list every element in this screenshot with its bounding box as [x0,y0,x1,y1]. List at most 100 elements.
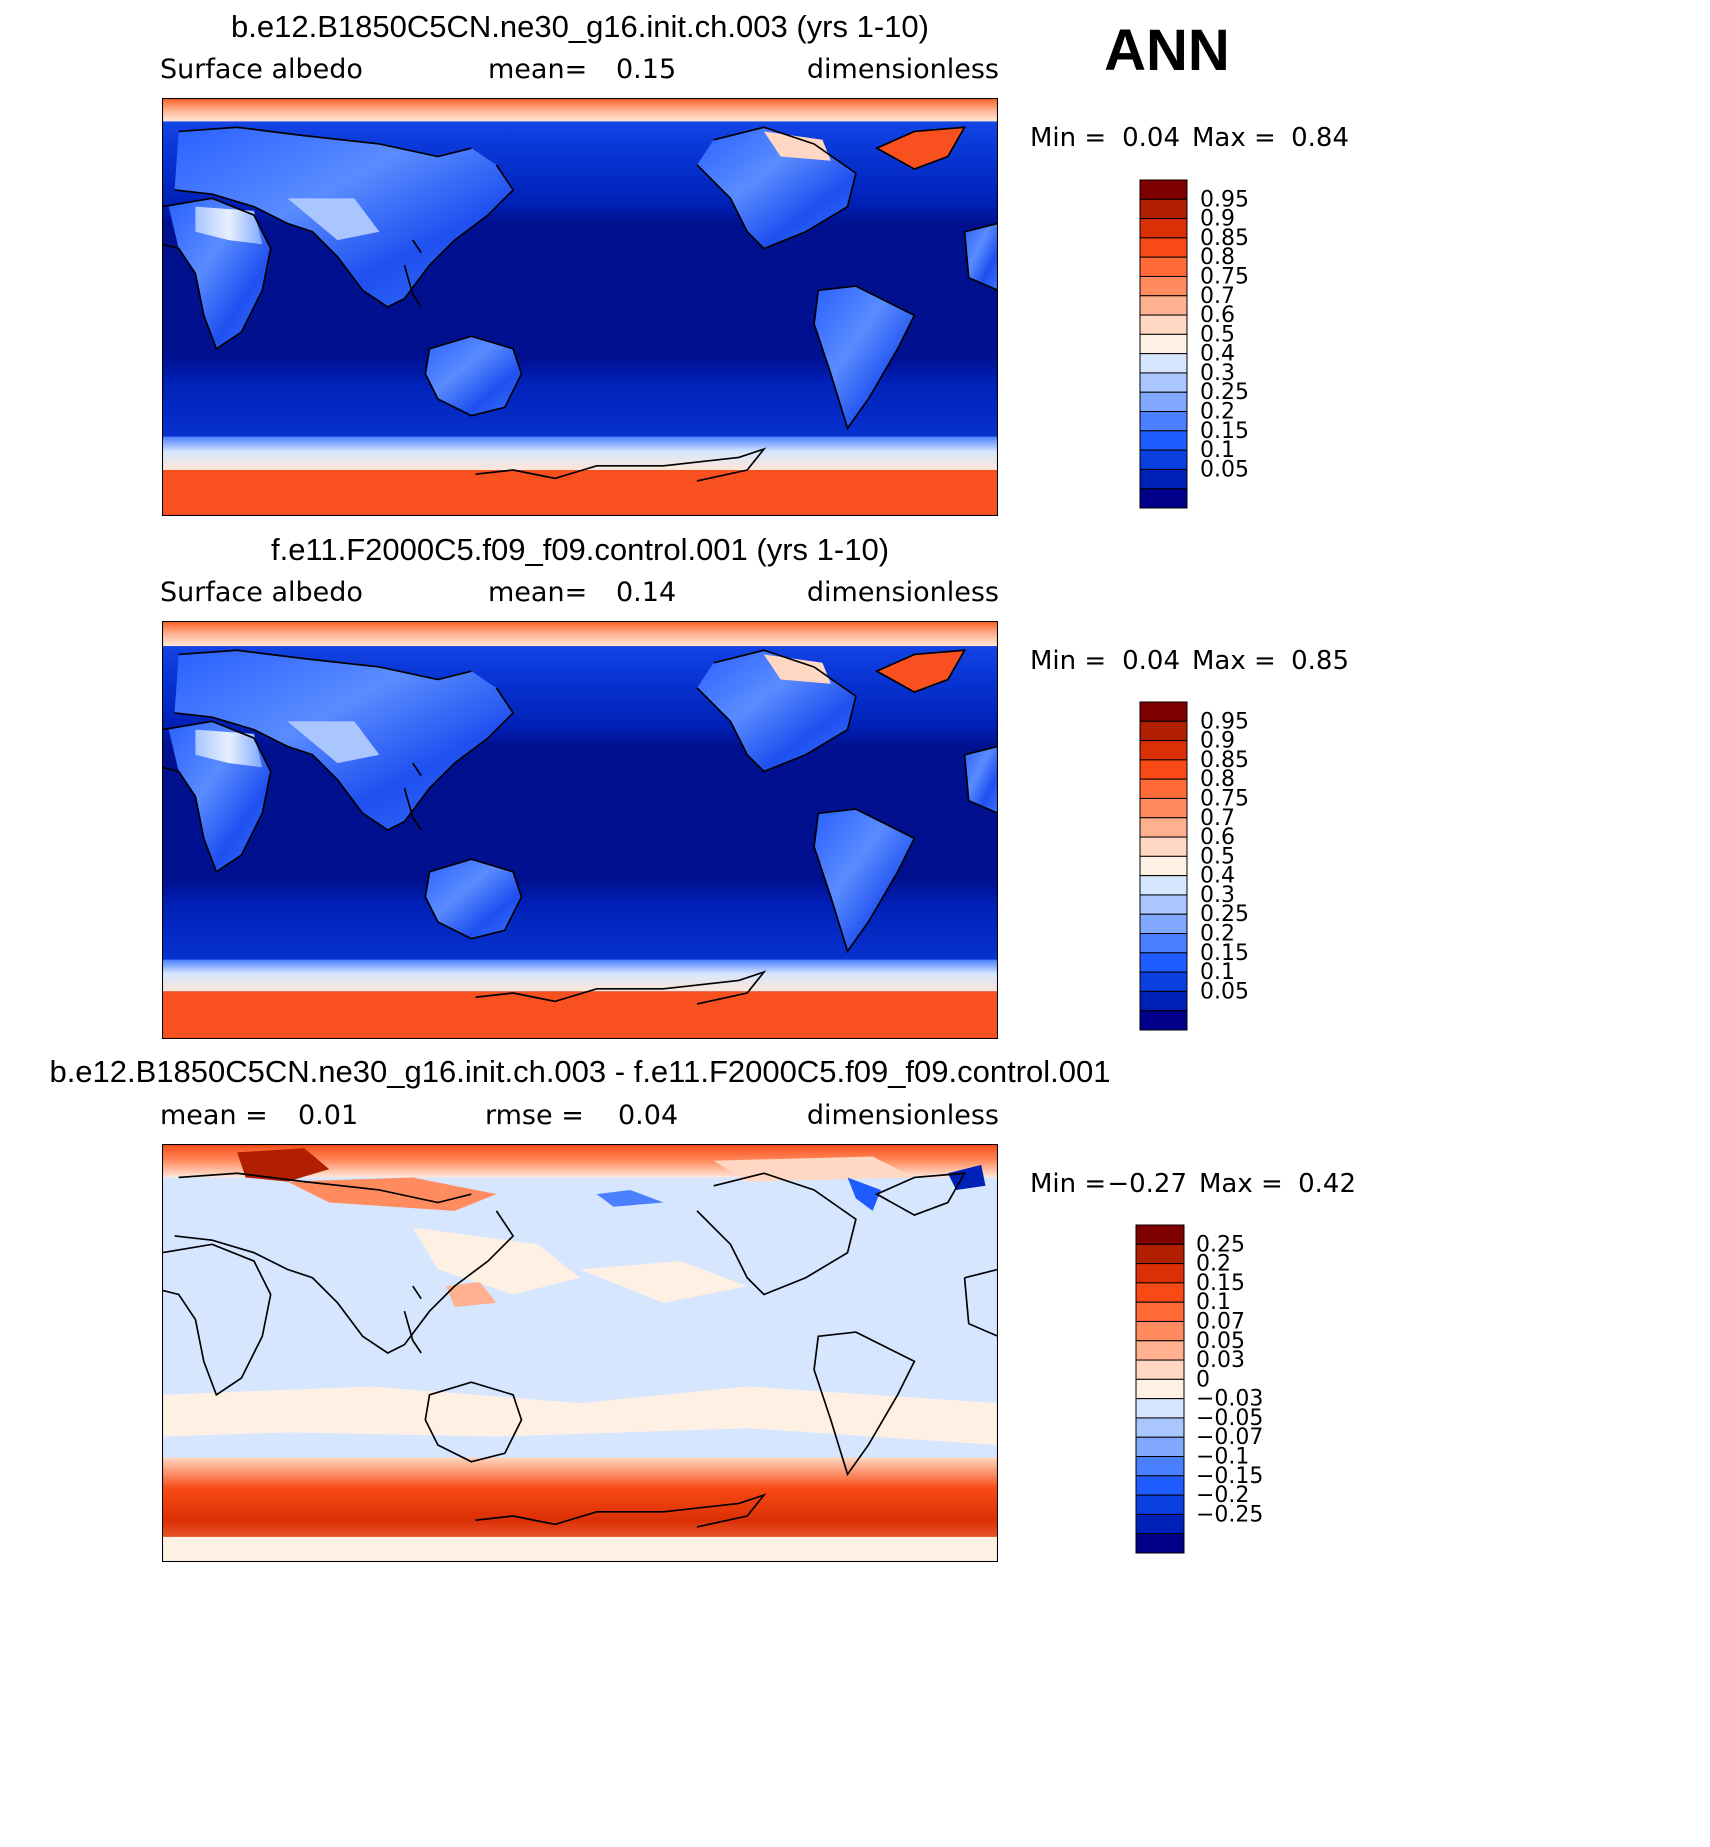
panel3-map [162,1144,998,1562]
colorbar-tick-label: 0.8 [1200,245,1235,270]
colorbar-tick-label: 0.3 [1200,883,1235,908]
colorbar-tick-label: −0.25 [1196,1502,1263,1527]
colorbar-swatch [1139,314,1188,335]
colorbar-tick-label: −0.07 [1196,1425,1263,1450]
panel1-max-label: Max = [1192,123,1276,153]
panel3-min-label: Min = [1030,1169,1106,1199]
colorbar-swatch [1139,740,1188,761]
colorbar-tick-label: 0.9 [1200,207,1235,232]
colorbar-swatch [1139,449,1188,470]
panel3-max-label: Max = [1199,1169,1283,1199]
panel2-title: f.e11.F2000C5.f09_f09.control.001 (yrs 1… [271,532,889,567]
panel3-max-value: 0.42 [1298,1169,1356,1199]
colorbar-swatch [1135,1378,1185,1400]
colorbar-tick-label: −0.15 [1196,1464,1263,1489]
panel-model-b: f.e11.F2000C5.f09_f09.control.001 (yrs 1… [160,532,1349,1039]
panel1-mean-value: 0.15 [616,54,676,85]
season-label: ANN [1104,18,1230,83]
colorbar-tick-label: 0.1 [1200,960,1235,985]
panel2-mean-value: 0.14 [616,577,676,608]
colorbar-swatch [1139,952,1188,973]
colorbar-tick-label: 0 [1196,1367,1210,1392]
colorbar-swatch [1139,237,1188,258]
colorbar-tick-label: 0.3 [1200,361,1235,386]
colorbar-tick-label: 0.6 [1200,303,1235,328]
colorbar-tick-label: 0.15 [1196,1271,1245,1296]
colorbar-swatch [1139,353,1188,374]
colorbar-swatch [1135,1359,1185,1380]
panel1-colorbar: 0.950.90.850.80.750.70.60.50.40.30.250.2… [1139,179,1249,509]
panel3-rmse-label: rmse = [485,1100,584,1131]
colorbar-swatch [1135,1533,1185,1554]
colorbar-swatch [1135,1417,1185,1438]
colorbar-swatch [1139,333,1188,355]
colorbar-swatch [1139,759,1188,780]
panel1-max-value: 0.84 [1291,123,1349,153]
colorbar-swatch [1139,836,1188,857]
panel3-min-value: −0.27 [1107,1169,1187,1199]
colorbar-swatch [1135,1398,1185,1419]
panel1-map [162,98,998,516]
colorbar-swatch [1135,1513,1185,1535]
colorbar-swatch [1135,1475,1185,1496]
colorbar-tick-label: 0.05 [1196,1329,1245,1354]
panel2-min-value: 0.04 [1122,646,1180,676]
colorbar-swatch [1135,1282,1185,1303]
colorbar-tick-label: 0.5 [1200,322,1235,347]
colorbar-tick-label: 0.85 [1200,226,1249,251]
panel3-units: dimensionless [807,1100,999,1131]
colorbar-tick-label: 0.05 [1200,457,1249,482]
colorbar-swatch [1139,913,1188,935]
panel2-map [162,621,998,1039]
colorbar-swatch [1139,875,1188,896]
panel1-units: dimensionless [807,54,999,85]
colorbar-swatch [1139,817,1188,838]
colorbar-tick-label: 0.7 [1200,806,1235,831]
colorbar-swatch [1139,179,1188,200]
colorbar-tick-label: 0.4 [1200,342,1235,367]
panel2-colorbar: 0.950.90.850.80.750.70.60.50.40.30.250.2… [1139,701,1249,1031]
panel2-max-value: 0.85 [1291,646,1349,676]
panel1-title: b.e12.B1850C5CN.ne30_g16.init.ch.003 (yr… [231,9,929,44]
panel2-units: dimensionless [807,577,999,608]
panel2-min-label: Min = [1030,646,1106,676]
colorbar-swatch [1139,295,1188,316]
colorbar-swatch [1135,1436,1185,1458]
panel1-min-value: 0.04 [1122,123,1180,153]
colorbar-tick-label: −0.2 [1196,1483,1249,1508]
colorbar-tick-label: 0.2 [1196,1252,1231,1277]
panel1-field-label: Surface albedo [160,54,363,85]
colorbar-swatch [1135,1320,1185,1342]
colorbar-swatch [1139,198,1188,220]
colorbar-tick-label: 0.25 [1200,902,1249,927]
colorbar-swatch [1139,894,1188,915]
colorbar-tick-label: −0.1 [1196,1445,1249,1470]
panel1-mean-label: mean= [488,54,587,85]
colorbar-swatch [1139,275,1188,297]
colorbar-swatch [1139,701,1188,722]
colorbar-tick-label: 0.25 [1196,1232,1245,1257]
colorbar-swatch [1139,391,1188,413]
colorbar-swatch [1139,468,1188,490]
colorbar-swatch [1139,218,1188,239]
colorbar-tick-label: −0.05 [1196,1406,1263,1431]
colorbar-swatch [1139,855,1188,877]
colorbar-swatch [1135,1224,1185,1245]
colorbar-swatch [1139,971,1188,992]
colorbar-swatch [1139,778,1188,799]
colorbar-tick-label: 0.9 [1200,729,1235,754]
colorbar-tick-label: 0.1 [1200,438,1235,463]
panel1-min-label: Min = [1030,123,1106,153]
panel-model-a: b.e12.B1850C5CN.ne30_g16.init.ch.003 (yr… [160,9,1349,516]
colorbar-swatch [1135,1263,1185,1284]
panel3-colorbar: 0.250.20.150.10.070.050.030−0.03−0.05−0.… [1135,1224,1263,1554]
colorbar-tick-label: 0.6 [1200,825,1235,850]
panel3-mean-label: mean = [160,1100,268,1131]
colorbar-tick-label: 0.2 [1200,400,1235,425]
colorbar-tick-label: 0.75 [1200,786,1249,811]
colorbar-swatch [1139,1010,1188,1031]
colorbar-tick-label: −0.03 [1196,1387,1263,1412]
colorbar-tick-label: 0.8 [1200,767,1235,792]
panel3-title: b.e12.B1850C5CN.ne30_g16.init.ch.003 - f… [49,1054,1110,1089]
colorbar-swatch [1135,1340,1185,1361]
